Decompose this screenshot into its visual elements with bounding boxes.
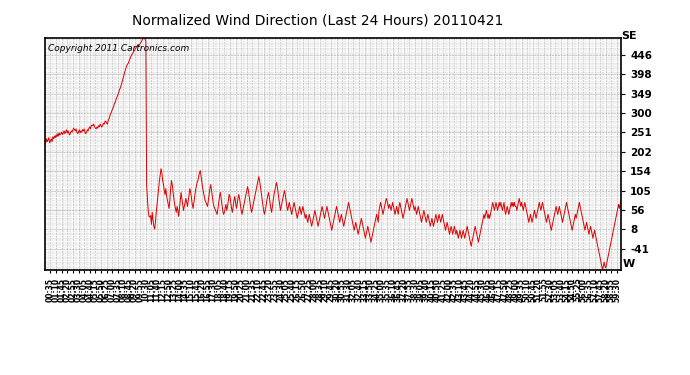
Text: Normalized Wind Direction (Last 24 Hours) 20110421: Normalized Wind Direction (Last 24 Hours… xyxy=(132,13,503,27)
Text: SE: SE xyxy=(622,31,637,40)
Text: W: W xyxy=(623,260,635,269)
Text: Copyright 2011 Cartronics.com: Copyright 2011 Cartronics.com xyxy=(48,45,189,54)
